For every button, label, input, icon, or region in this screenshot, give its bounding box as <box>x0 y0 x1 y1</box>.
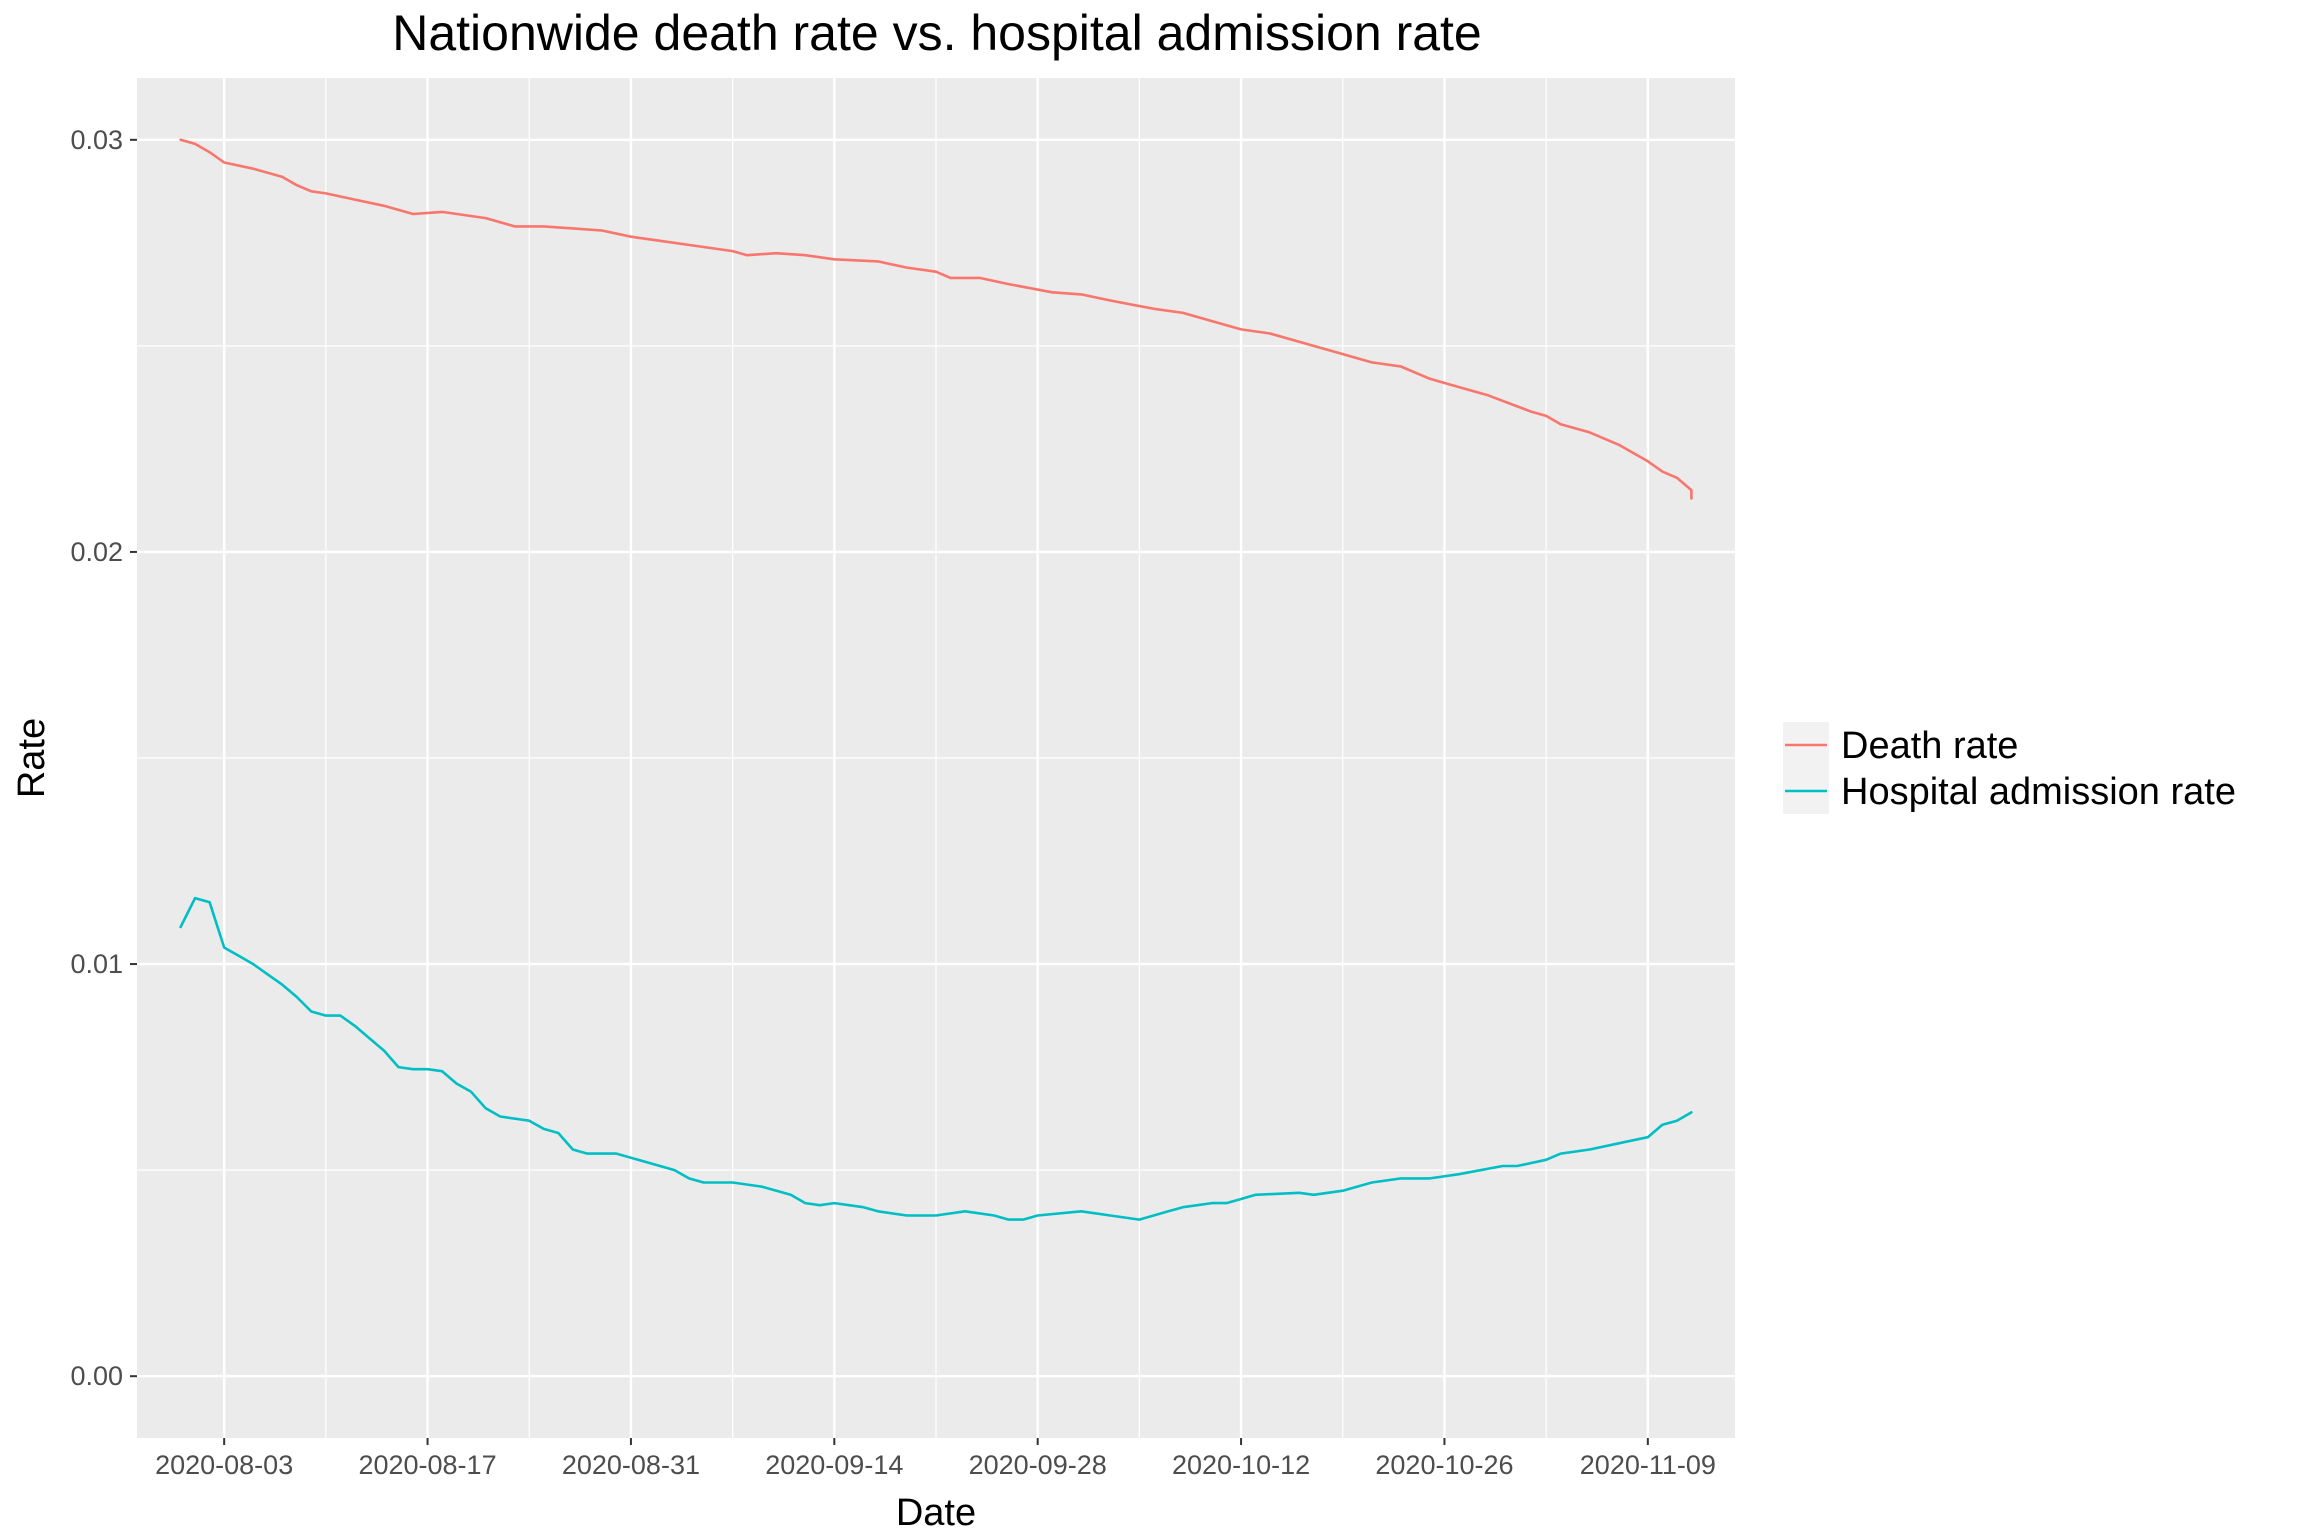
y-axis: 0.00 0.01 0.02 0.03 <box>70 125 137 1391</box>
y-tick-label: 0.01 <box>70 949 123 979</box>
x-axis: 2020-08-03 2020-08-17 2020-08-31 2020-09-14… <box>155 1438 1716 1480</box>
y-axis-title: Rate <box>11 718 53 798</box>
y-tick-label: 0.02 <box>70 537 123 567</box>
x-tick-label: 2020-08-03 <box>155 1450 293 1480</box>
x-tick-label: 2020-09-28 <box>969 1450 1107 1480</box>
legend: Death rate Hospital admission rate <box>1783 722 2236 814</box>
chart-title: Nationwide death rate vs. hospital admis… <box>392 5 1481 61</box>
y-tick-label: 0.00 <box>70 1361 123 1391</box>
grid <box>137 78 1735 1438</box>
series-layer <box>179 138 1693 1221</box>
series-line-death-rate <box>179 138 1693 500</box>
x-tick-label: 2020-10-26 <box>1375 1450 1513 1480</box>
y-tick-label: 0.03 <box>70 125 123 155</box>
x-axis-title: Date <box>896 1492 976 1534</box>
x-tick-label: 2020-08-17 <box>358 1450 496 1480</box>
series-line-hospital-admission-rate <box>179 896 1693 1221</box>
x-tick-label: 2020-09-14 <box>765 1450 903 1480</box>
x-tick-label: 2020-10-12 <box>1172 1450 1310 1480</box>
x-tick-label: 2020-08-31 <box>562 1450 700 1480</box>
legend-label-hospital-admission-rate: Hospital admission rate <box>1841 771 2236 813</box>
legend-label-death-rate: Death rate <box>1841 725 2018 767</box>
x-tick-label: 2020-11-09 <box>1580 1450 1716 1480</box>
